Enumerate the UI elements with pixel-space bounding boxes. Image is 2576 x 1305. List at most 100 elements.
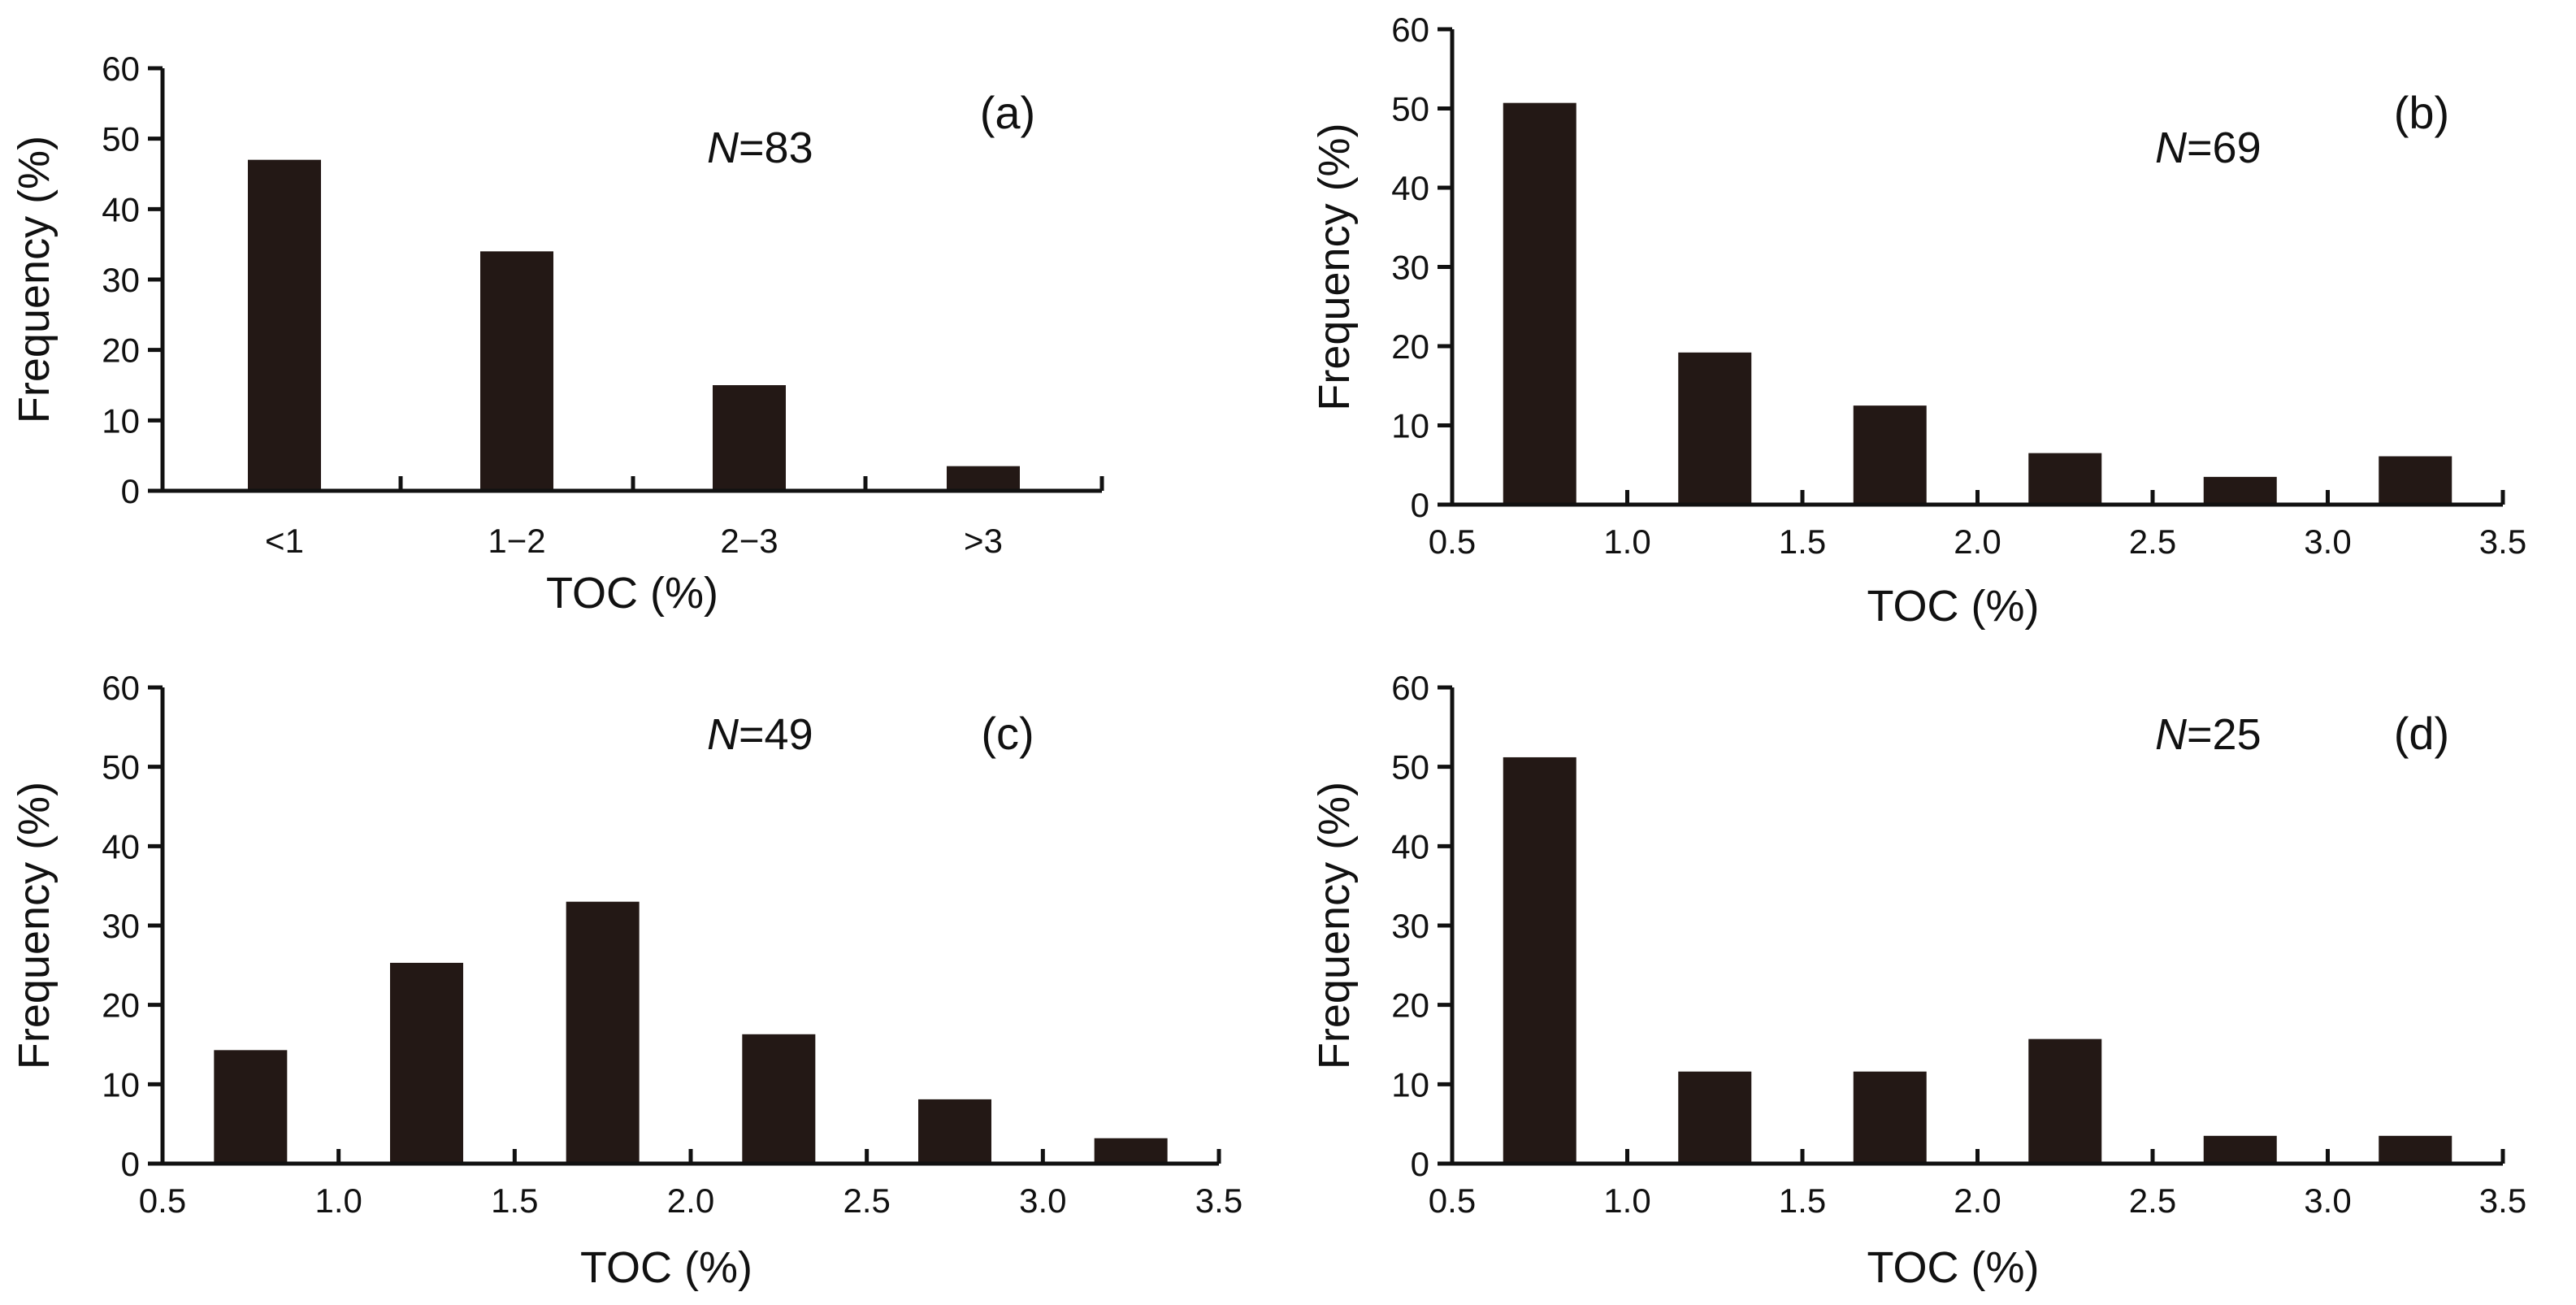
- y-tick-label-d-10: 10: [1391, 1065, 1429, 1103]
- y-tick-label-b-30: 30: [1391, 249, 1429, 287]
- y-tick-label-d-40: 40: [1391, 827, 1429, 865]
- panel-c: 0 10 20 30 40 50 60 0.5 1.0 1.5 2.0 2.5 3.0 3.5 TOC (%…: [10, 669, 1242, 1292]
- y-tick-label-a-20: 20: [102, 332, 140, 370]
- y-axis-title-b: Frequency (%): [1310, 123, 1359, 410]
- y-tick-label-a-40: 40: [102, 190, 140, 228]
- panel-a: 0 10 20 30 40 50 60 <1 1−2 2−3 >3 TOC (%) Frequency …: [10, 50, 1104, 618]
- y-tick-label-b-50: 50: [1391, 90, 1429, 128]
- bar-a-4: [947, 466, 1020, 491]
- y-tick-label-b-20: 20: [1391, 327, 1429, 366]
- x-tick-label-b-1: 1.0: [1603, 522, 1650, 561]
- sample-size-symbol-c: N: [707, 710, 739, 759]
- y-tick-label-c-50: 50: [102, 748, 140, 787]
- y-tick-label-d-50: 50: [1391, 748, 1429, 787]
- x-tick-label-c-5: 3.0: [1019, 1181, 1066, 1220]
- y-tick-label-b-10: 10: [1391, 407, 1429, 445]
- bar-a-3: [713, 385, 786, 491]
- x-axis-title-b: TOC (%): [1867, 582, 2040, 631]
- x-tick-label-c-6: 3.5: [1195, 1181, 1242, 1220]
- bar-b-6: [2379, 456, 2452, 505]
- bar-d-5: [2203, 1135, 2277, 1164]
- bar-d-1: [1503, 757, 1576, 1164]
- panel-b: 0 10 20 30 40 50 60 0.5 1.0 1.5 2.0 2.5 3.0 3.5 TOC (%…: [1310, 11, 2526, 631]
- bar-b-4: [2028, 453, 2102, 505]
- y-tick-label-b-40: 40: [1391, 169, 1429, 207]
- bar-c-4: [742, 1034, 816, 1164]
- bar-a-1: [248, 159, 321, 491]
- bar-d-6: [2379, 1135, 2452, 1164]
- sample-size-symbol-a: N: [707, 124, 739, 172]
- sample-size-d: N=25: [2155, 710, 2262, 759]
- y-tick-label-b-0: 0: [1411, 486, 1429, 524]
- x-category-label-a-3: 2−3: [720, 522, 778, 560]
- x-axis-title-a: TOC (%): [546, 569, 718, 618]
- x-tick-label-c-0: 0.5: [139, 1181, 186, 1220]
- x-axis-title-c: TOC (%): [580, 1243, 752, 1292]
- sample-size-value-c: =49: [739, 710, 813, 759]
- bar-c-3: [566, 901, 640, 1164]
- y-tick-label-a-10: 10: [102, 401, 140, 440]
- x-tick-label-d-6: 3.5: [2479, 1181, 2526, 1220]
- panel-label-a: (a): [980, 87, 1035, 138]
- panel-d: 0 10 20 30 40 50 60 0.5 1.0 1.5 2.0 2.5 3.0 3.5 TOC (%…: [1310, 669, 2526, 1292]
- x-tick-label-c-3: 2.0: [667, 1181, 714, 1220]
- x-tick-label-d-1: 1.0: [1603, 1181, 1650, 1220]
- y-tick-label-c-20: 20: [102, 986, 140, 1025]
- y-tick-label-c-0: 0: [121, 1145, 140, 1183]
- x-tick-label-b-6: 3.5: [2479, 522, 2526, 561]
- bar-c-5: [918, 1099, 991, 1164]
- x-tick-label-d-3: 2.0: [1954, 1181, 2001, 1220]
- y-tick-label-a-0: 0: [121, 472, 140, 510]
- y-axis-title-a: Frequency (%): [10, 136, 59, 423]
- x-tick-label-c-2: 1.5: [491, 1181, 538, 1220]
- x-tick-label-d-0: 0.5: [1429, 1181, 1476, 1220]
- x-tick-label-b-3: 2.0: [1954, 522, 2001, 561]
- y-tick-label-d-30: 30: [1391, 907, 1429, 945]
- x-tick-label-b-4: 2.5: [2129, 522, 2176, 561]
- sample-size-value-d: =25: [2187, 710, 2262, 759]
- y-tick-label-a-60: 60: [102, 50, 140, 88]
- x-category-label-a-1: <1: [265, 522, 304, 560]
- y-tick-label-c-30: 30: [102, 907, 140, 945]
- bar-c-1: [214, 1050, 288, 1164]
- x-axis-title-d: TOC (%): [1867, 1243, 2040, 1292]
- bar-a-2: [480, 251, 553, 491]
- sample-size-symbol-b: N: [2155, 124, 2188, 172]
- sample-size-b: N=69: [2155, 124, 2262, 172]
- x-tick-label-b-0: 0.5: [1429, 522, 1476, 561]
- y-tick-label-c-10: 10: [102, 1065, 140, 1103]
- x-tick-label-d-2: 1.5: [1779, 1181, 1826, 1220]
- panel-label-d: (d): [2394, 708, 2449, 759]
- y-tick-label-a-50: 50: [102, 120, 140, 158]
- y-tick-label-a-30: 30: [102, 261, 140, 299]
- bar-d-4: [2028, 1038, 2102, 1164]
- x-category-label-a-2: 1−2: [488, 522, 545, 560]
- x-tick-label-c-1: 1.0: [314, 1181, 362, 1220]
- x-tick-label-d-4: 2.5: [2129, 1181, 2176, 1220]
- y-tick-label-b-60: 60: [1391, 11, 1429, 49]
- y-tick-label-d-60: 60: [1391, 669, 1429, 707]
- sample-size-a: N=83: [707, 124, 813, 172]
- x-category-label-a-4: >3: [964, 522, 1003, 560]
- bar-d-2: [1678, 1071, 1752, 1164]
- y-axis-title-c: Frequency (%): [10, 782, 59, 1069]
- y-axis-title-d: Frequency (%): [1310, 782, 1359, 1069]
- bar-d-3: [1853, 1071, 1927, 1164]
- bar-c-6: [1094, 1138, 1168, 1164]
- sample-size-c: N=49: [707, 710, 813, 759]
- x-tick-label-b-2: 1.5: [1779, 522, 1826, 561]
- sample-size-value-b: =69: [2187, 124, 2262, 172]
- bar-c-2: [390, 962, 463, 1164]
- bar-b-5: [2203, 476, 2277, 505]
- bar-b-3: [1853, 405, 1927, 505]
- x-tick-label-c-4: 2.5: [843, 1181, 890, 1220]
- x-tick-label-d-5: 3.0: [2304, 1181, 2351, 1220]
- x-tick-label-b-5: 3.0: [2304, 522, 2351, 561]
- y-tick-label-c-60: 60: [102, 669, 140, 707]
- sample-size-value-a: =83: [739, 124, 813, 172]
- bar-b-2: [1678, 352, 1752, 505]
- bar-b-1: [1503, 102, 1576, 505]
- sample-size-symbol-d: N: [2155, 710, 2188, 759]
